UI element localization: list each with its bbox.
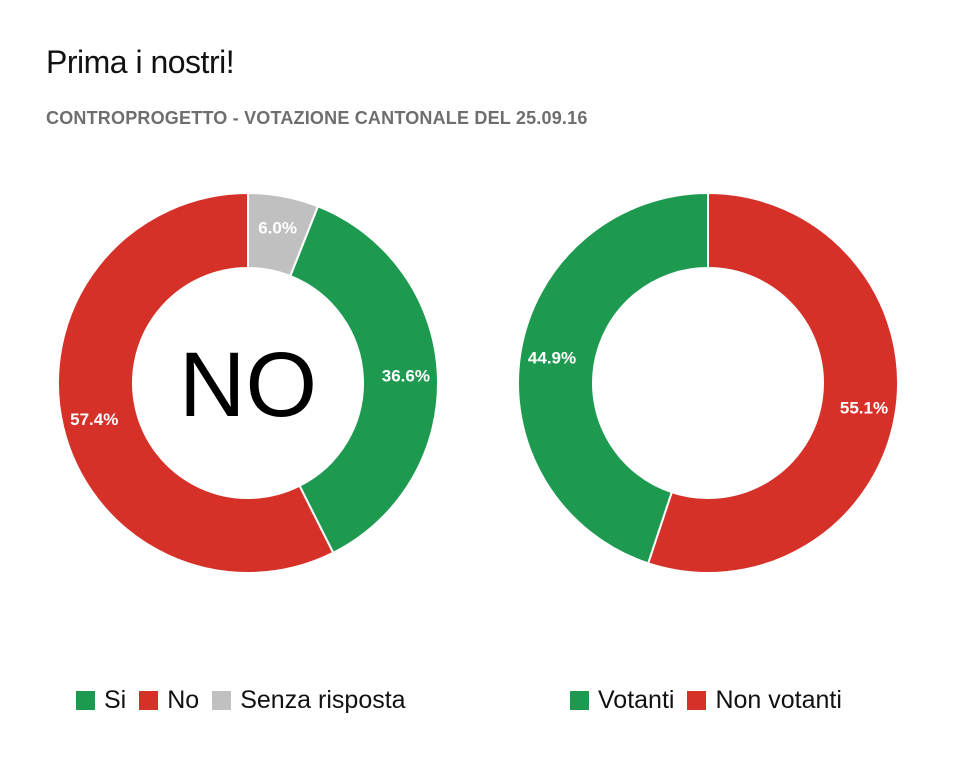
center-result-label: NO	[179, 334, 317, 436]
slice-non-votanti	[646, 191, 899, 574]
slice-label-si: 36.6%	[382, 367, 430, 386]
turnout-donut-chart: 55.1% 44.9%	[517, 191, 899, 574]
vote-result-donut-chart: 6.0% 36.6% 57.4% NO	[57, 191, 439, 574]
legend-swatch-votanti	[570, 691, 589, 710]
legend-item-non-votanti: Non votanti	[687, 686, 842, 715]
slice-label-non-votanti: 55.1%	[840, 399, 888, 418]
slice-si	[289, 205, 439, 555]
legend-swatch-no	[139, 691, 159, 710]
legend-label-si: Si	[104, 686, 127, 714]
slice-label-senza-risposta: 6.0%	[258, 218, 297, 237]
legend-swatch-si	[76, 691, 95, 710]
legend-item-senza-risposta: Senza risposta	[212, 686, 406, 715]
legend-label-non-votanti: Non votanti	[715, 686, 842, 714]
legend-swatch-senza-risposta	[212, 691, 232, 710]
legend-label-senza-risposta: Senza risposta	[240, 686, 406, 714]
legend-label-no: No	[167, 686, 200, 714]
chart-title: Prima i nostri!	[46, 44, 235, 80]
legend-item-si: Si	[76, 686, 126, 715]
legend-item-no: No	[139, 686, 199, 715]
legend-label-votanti: Votanti	[598, 686, 675, 714]
vote-result-legend: Si No Senza risposta	[76, 686, 419, 715]
slice-label-no: 57.4%	[70, 410, 118, 429]
slice-no	[57, 191, 335, 574]
turnout-legend: Votanti Non votanti	[570, 686, 855, 715]
legend-swatch-non-votanti	[687, 691, 707, 710]
legend-item-votanti: Votanti	[570, 686, 674, 715]
slice-label-votanti: 44.9%	[528, 348, 576, 367]
slice-votanti	[517, 191, 709, 565]
chart-subtitle: CONTROPROGETTO - VOTAZIONE CANTONALE DEL…	[46, 108, 588, 128]
